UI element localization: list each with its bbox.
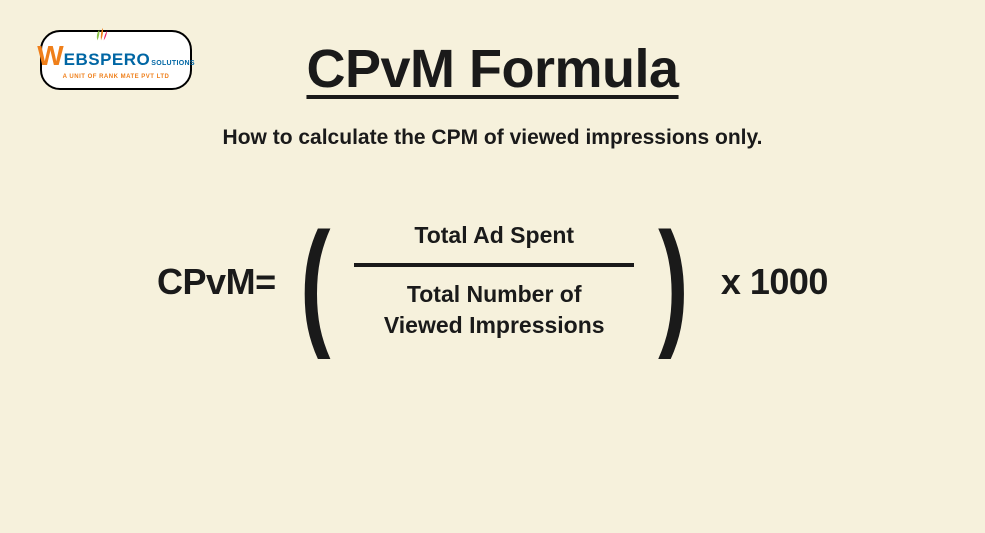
logo-w-letter: W [37,40,63,72]
logo-box: W EBSPERO SOLUTIONS A UNIT OF RANK MATE … [40,30,192,90]
formula-container: CPvM= ( Total Ad Spent Total Number of V… [0,222,985,341]
logo-text: W EBSPERO SOLUTIONS [37,40,195,72]
logo-subtitle: A UNIT OF RANK MATE PVT LTD [63,74,170,80]
denominator-line2: Viewed Impressions [384,312,605,338]
fraction: Total Ad Spent Total Number of Viewed Im… [354,222,634,341]
denominator-line1: Total Number of [407,281,582,307]
logo-solutions: SOLUTIONS [151,60,195,67]
formula-rhs: x 1000 [721,261,828,303]
page-subtitle: How to calculate the CPM of viewed impre… [0,126,985,150]
logo-rest: EBSPERO [64,50,151,70]
denominator: Total Number of Viewed Impressions [384,267,605,341]
leaf-icon [92,26,110,44]
formula-lhs: CPvM= [157,261,276,303]
close-paren: ) [658,240,688,324]
open-paren: ( [300,240,330,324]
numerator: Total Ad Spent [414,222,574,263]
